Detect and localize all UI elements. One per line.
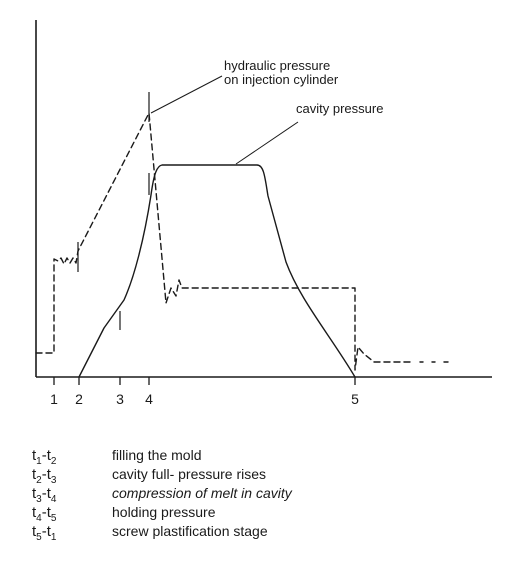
term-end-index: 4 [50,494,57,505]
term-start-index: 2 [36,475,42,486]
legend-term: t1-t2 [32,447,57,467]
term-end-index: 5 [50,513,57,524]
legend-item: t5-t1 screw plastification stage [32,523,292,543]
term-start-index: 4 [36,513,42,524]
tick-label-4: 4 [145,391,153,407]
term-end-index: 3 [50,475,57,486]
pressure-diagram: 1 2 3 4 5 hydraulic pressure on injectio… [35,20,492,407]
hydraulic-pressure-curve [35,112,411,371]
phase-legend: t1-t2 filling the mold t2-t3 cavity full… [32,447,292,543]
hydraulic-pressure-label-line2: on injection cylinder [224,72,339,87]
legend-term: t5-t1 [32,523,57,543]
legend-description: holding pressure [112,504,216,520]
hydraulic-pressure-label-line1: hydraulic pressure [224,58,330,73]
term-start-index: 1 [36,456,42,467]
tick-label-5: 5 [351,391,359,407]
legend-item: t4-t5 holding pressure [32,504,292,524]
legend-term: t2-t3 [32,466,57,486]
legend-description: screw plastification stage [112,523,268,539]
legend-term: t3-t4 [32,485,57,505]
term-end-index: 1 [50,532,57,543]
tick-label-2: 2 [75,391,83,407]
legend-item: t3-t4 compression of melt in cavity [32,485,292,505]
legend-description: compression of melt in cavity [112,485,292,501]
legend-item: t1-t2 filling the mold [32,447,292,467]
tick-label-1: 1 [50,391,58,407]
term-start-index: 5 [36,532,42,543]
legend-term: t4-t5 [32,504,57,524]
tick-label-3: 3 [116,391,124,407]
legend-item: t2-t3 cavity full- pressure rises [32,466,292,486]
cavity-pressure-curve [78,164,356,378]
term-end-index: 2 [50,456,57,467]
legend-description: cavity full- pressure rises [112,466,267,482]
cavity-leader-line [235,121,299,165]
legend-description: filling the mold [112,447,202,463]
cavity-pressure-label: cavity pressure [296,101,383,116]
hydraulic-leader-line [150,75,223,114]
term-start-index: 3 [36,494,42,505]
